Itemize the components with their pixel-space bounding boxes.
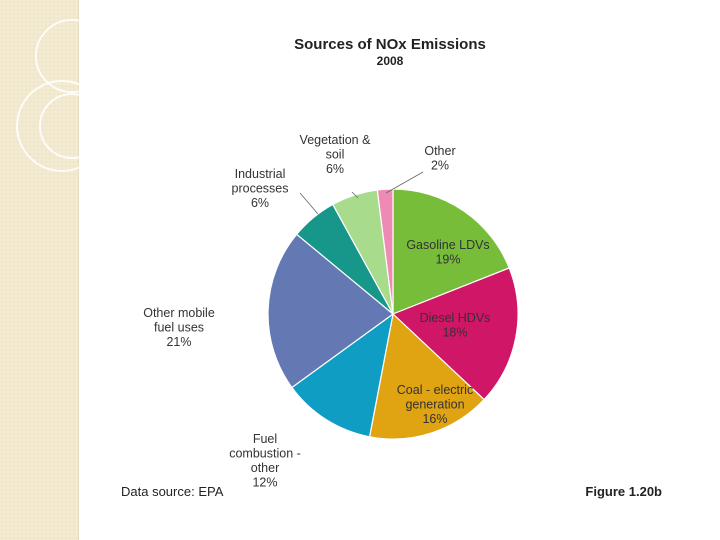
slice-label-coal-electric-generation: Coal - electric generation 16% <box>397 383 473 426</box>
pie-slice-other-mobile-fuel-uses <box>267 233 394 389</box>
sidebar-edge <box>78 0 79 540</box>
leader-line <box>385 171 424 194</box>
slice-label-other-mobile-fuel-uses: Other mobile fuel uses 21% <box>143 306 215 349</box>
decorative-circles <box>16 19 109 172</box>
leader-line <box>351 191 359 199</box>
data-source-note: Data source: EPA <box>121 484 224 499</box>
leader-line <box>299 192 319 215</box>
slice-label-vegetation-soil: Vegetation & soil 6% <box>300 133 372 176</box>
pie-slice-coal-electric-generation <box>368 312 485 440</box>
chart-subtitle: 2008 <box>376 54 404 68</box>
figure-number: Figure 1.20b <box>585 484 662 499</box>
slice-label-other: Other 2% <box>424 144 455 173</box>
pie-slice-fuel-combustion-other <box>291 312 394 438</box>
chart-title: Sources of NOx Emissions <box>294 36 486 53</box>
slice-label-fuel-combustion-other: Fuel combustion -other 12% <box>229 432 301 490</box>
pie-slice-gasoline-ldvs <box>392 188 510 315</box>
pie-slice-diesel-hdvs <box>391 267 519 401</box>
slice-label-diesel-hdvs: Diesel HDVs 18% <box>420 311 491 340</box>
decorative-sidebar <box>0 0 78 540</box>
slice-label-gasoline-ldvs: Gasoline LDVs 19% <box>406 238 489 267</box>
slice-label-industrial-processes: Industrial processes 6% <box>232 167 289 210</box>
